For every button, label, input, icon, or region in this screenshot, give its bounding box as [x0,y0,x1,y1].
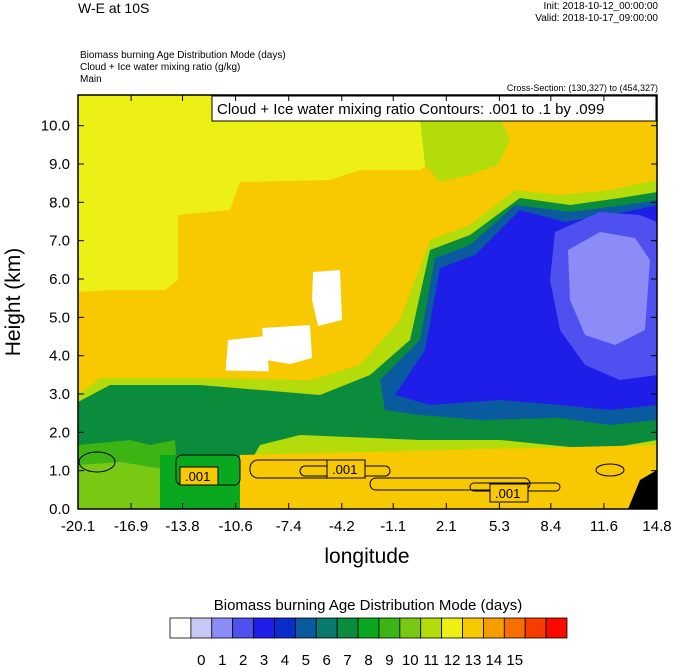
colorbar-swatch [503,617,526,639]
plot-fill [78,95,657,509]
x-tick-label: -13.8 [165,518,199,535]
colorbar-label: 6 [323,652,331,667]
x-tick-label: -4.2 [329,518,355,535]
fill-yellow-upper [78,95,640,292]
fill-dark-corner [628,470,657,509]
x-tick-label: 8.4 [540,518,561,535]
colorbar-swatch [399,617,422,639]
y-tick-label: 9.0 [49,156,70,173]
colorbar-title: Biomass burning Age Distribution Mode (d… [214,597,522,614]
colorbar-swatch [211,617,234,639]
x-tick-label: 14.8 [642,518,671,535]
init-time: Init: 2018-10-12_00:00:00 [543,1,658,12]
x-tick-label: -10.6 [219,518,253,535]
contour-line-4 [369,477,531,491]
valid-time: Valid: 2018-10-17_09:00:00 [535,13,658,24]
contour-line-7 [78,451,116,473]
colorbar-swatch [190,617,213,639]
colorbar [169,617,568,639]
fill-yellow-green-upper [420,112,510,182]
colorbar-label: 12 [444,652,461,667]
field-label-main: Main [80,74,102,85]
colorbar-swatch [545,617,568,639]
colorbar-swatch [524,617,547,639]
x-axis-label: longitude [324,545,409,568]
colorbar-label: 1 [218,652,226,667]
x-tick-label: 2.1 [436,518,457,535]
colorbar-swatch [315,617,338,639]
x-tick-label: 5.3 [489,518,510,535]
contour-legend-text: Cloud + Ice water mixing ratio Contours:… [217,101,604,118]
colorbar-swatch [483,617,505,639]
y-tick-label: 8.0 [49,194,70,211]
plot-frame [77,94,658,510]
colorbar-label: 4 [281,652,289,667]
cross-section-label: Cross-Section: (130,327) to (454,327) [506,83,658,93]
colorbar-swatch [294,617,317,639]
x-tick-label: -16.9 [114,518,148,535]
colorbar-swatch [378,617,401,639]
x-tick-label: -20.1 [61,518,95,535]
colorbar-swatch [462,617,484,639]
colorbar-label: 8 [364,652,372,667]
contour-label-3: .001 [495,486,520,501]
contour-label-1: .001 [185,469,210,484]
y-tick-label: 5.0 [49,309,70,326]
colorbar-swatch [169,617,192,639]
y-tick-label: 6.0 [49,271,70,288]
colorbar-swatch [420,617,443,639]
y-tick-label: 7.0 [49,233,70,250]
y-tick-label: 1.0 [49,463,70,480]
y-axis-label: Height (km) [2,248,25,357]
field-label-cloud: Cloud + Ice water mixing ratio (g/kg) [80,62,241,73]
contour-label-box-1 [179,466,219,486]
colorbar-swatch [232,617,254,639]
x-tick-label: -1.1 [380,518,406,535]
x-tick-label: -7.4 [276,518,302,535]
colorbar-swatch [336,617,359,639]
colorbar-label: 7 [343,652,351,667]
colorbar-label: 15 [506,652,523,667]
contour-line-6 [595,463,625,477]
y-tick-label: 2.0 [49,424,70,441]
contour-label-2: .001 [332,462,357,477]
contour-legend-box [211,95,657,122]
fill-white-pocket-3 [312,270,342,326]
chart-title: W-E at 10S [78,0,150,16]
y-tick-label: 4.0 [49,348,70,365]
y-tick-label: 0.0 [49,501,70,518]
colorbar-label: 5 [302,652,310,667]
y-tick-label: 3.0 [49,386,70,403]
colorbar-swatch [357,617,380,639]
colorbar-swatch [441,617,463,639]
colorbar-swatch [274,617,296,639]
contour-label-box-2 [326,459,366,479]
colorbar-label: 3 [260,652,268,667]
colorbar-label: 13 [465,652,482,667]
contour-label-box-3 [489,483,529,503]
colorbar-label: 2 [239,652,247,667]
field-label-biomass: Biomass burning Age Distribution Mode (d… [80,50,286,61]
fill-lavender-plume [568,232,650,345]
x-axis: -20.1 -16.9 -13.8 -10.6 -7.4 -4.2 -1.1 2.1 5.3 8.… [61,95,672,535]
colorbar-labels: 0 1 2 3 4 5 6 7 8 9 10 11 12 13 14 15 [197,652,523,667]
fill-orange-boundary [240,445,657,509]
y-tick-label: 10.0 [41,118,70,135]
colorbar-swatch [253,617,275,639]
colorbar-label: 0 [197,652,205,667]
colorbar-label: 14 [486,652,503,667]
colorbar-label: 10 [402,652,419,667]
fill-white-pocket-2 [262,325,312,364]
colorbar-label: 11 [423,652,439,667]
x-tick-label: 11.6 [590,518,618,535]
colorbar-label: 9 [385,652,393,667]
y-axis: 0.0 1.0 2.0 3.0 4.0 5.0 6.0 7.0 8.0 9.0 10.0 [41,118,657,518]
